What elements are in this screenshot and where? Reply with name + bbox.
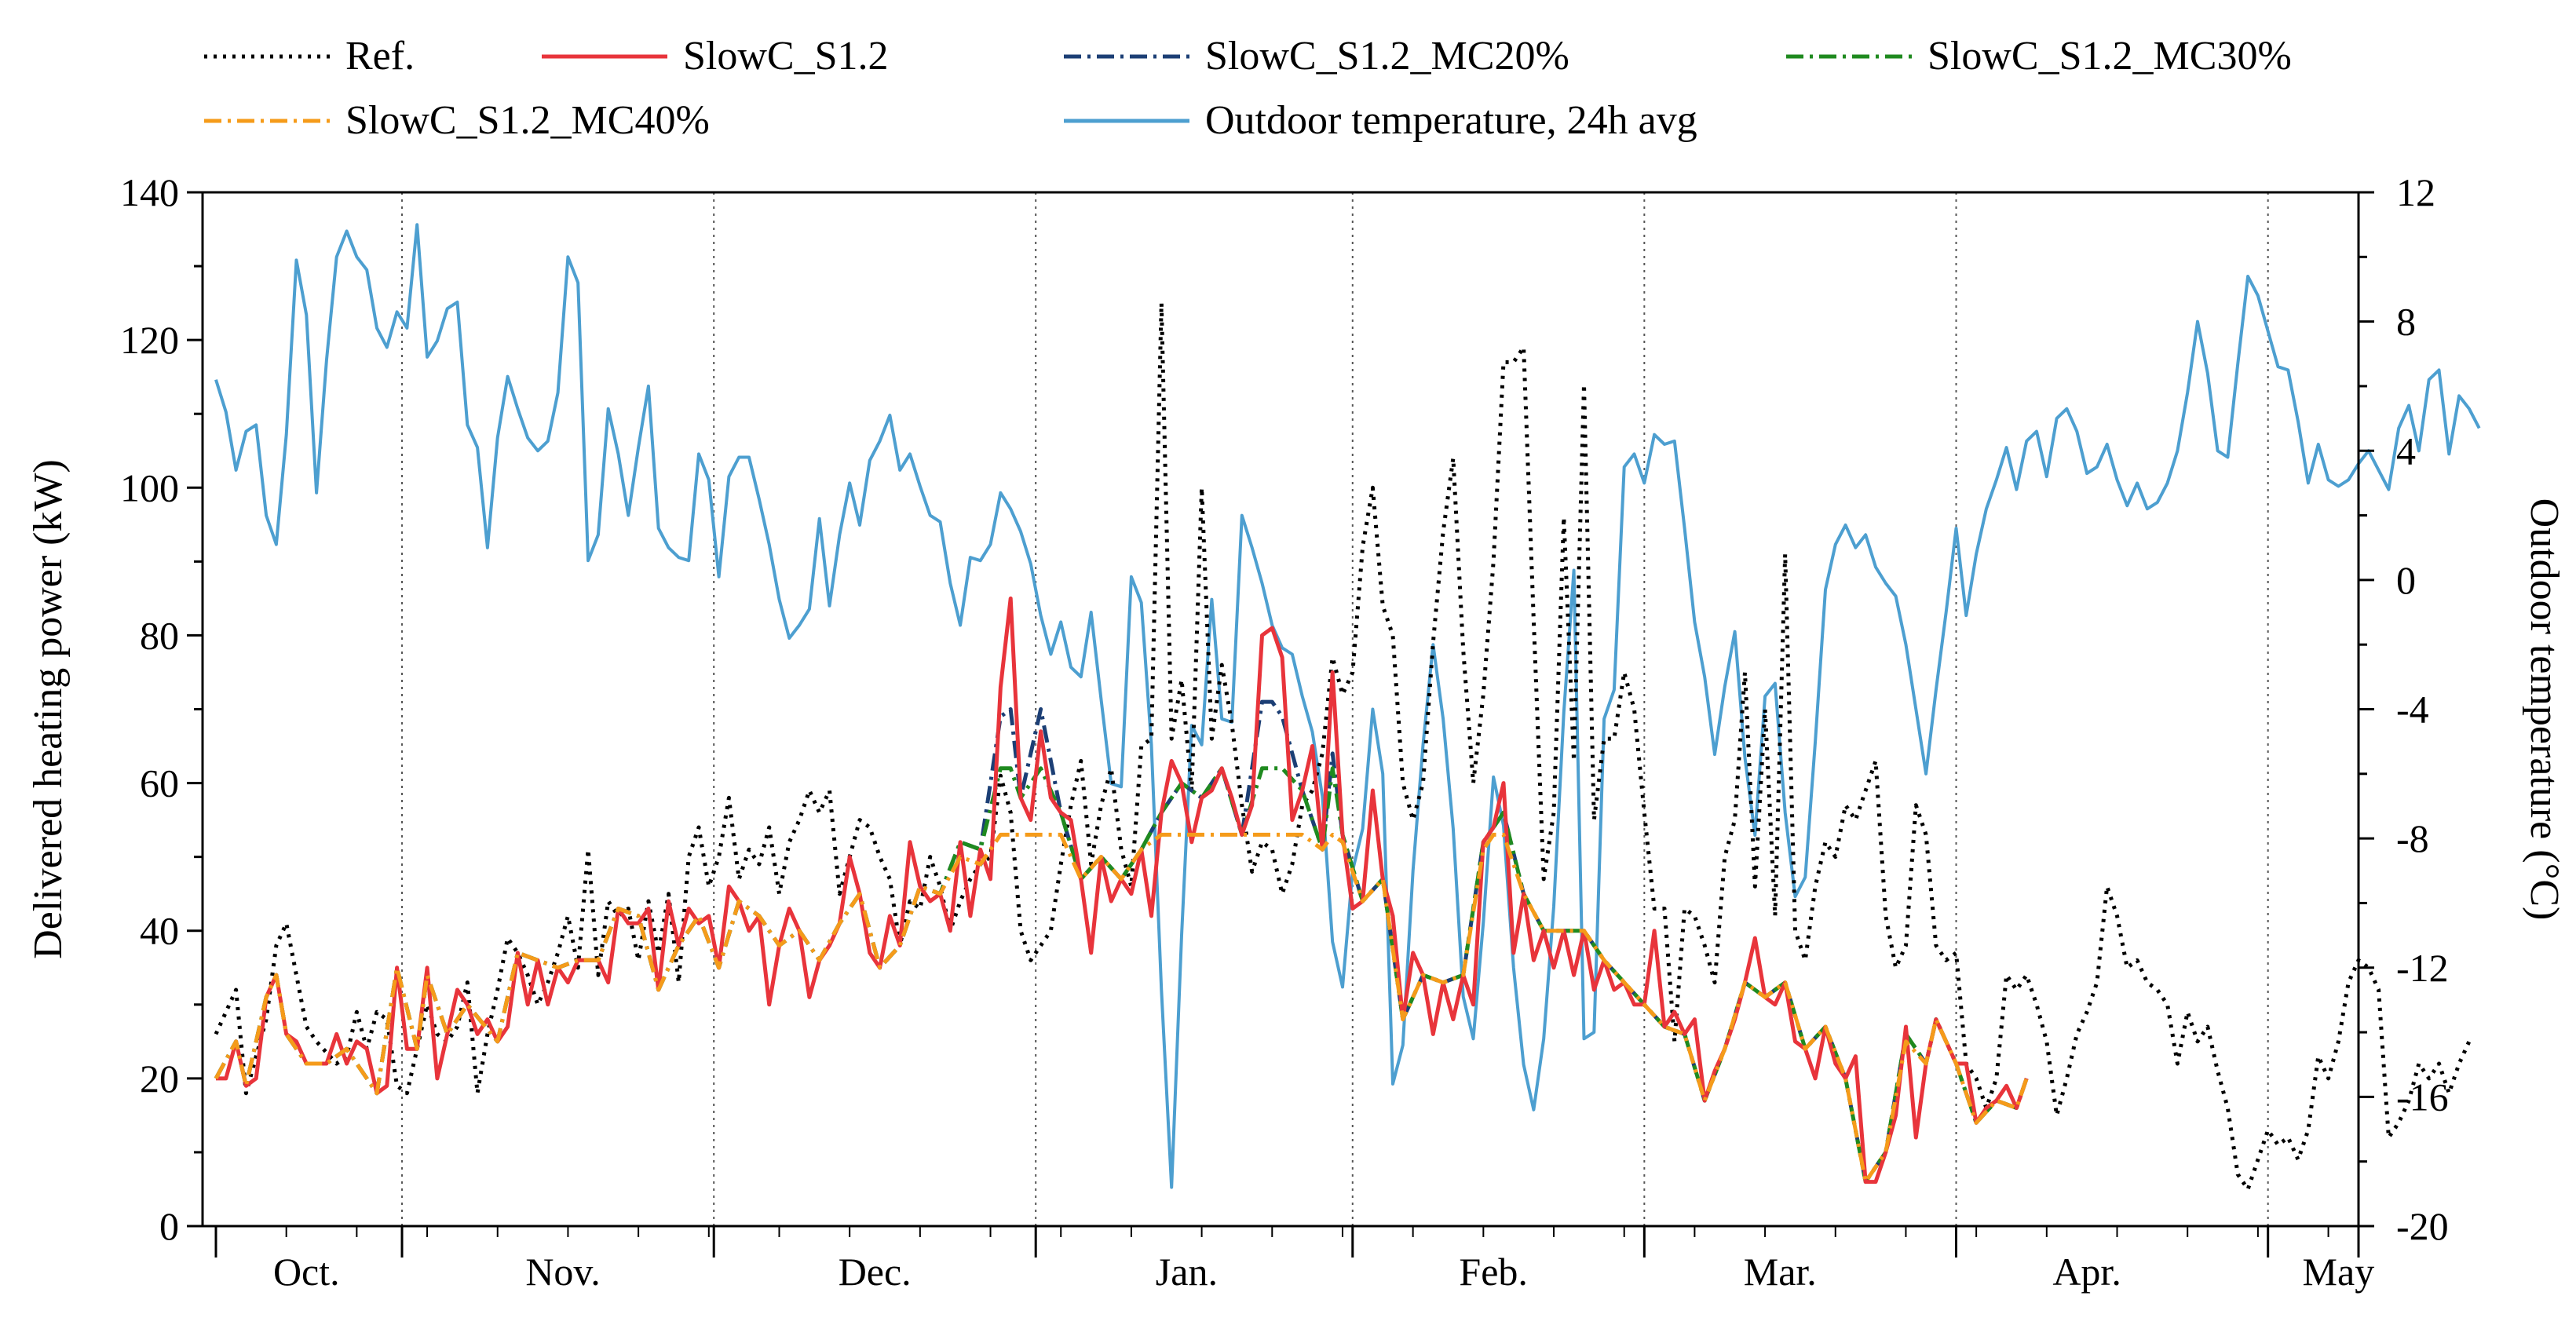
series-line [216, 596, 2029, 1185]
left-axis: 0 20 40 60 80 100 120 140 [120, 170, 203, 1248]
series-line [214, 223, 2481, 1189]
right-tick-label: -8 [2396, 816, 2429, 860]
month-label: Mar. [1744, 1250, 1817, 1294]
legend-label: SlowC_S1.2_MC30% [1927, 34, 2292, 78]
plot-frame [201, 191, 2360, 1228]
month-label: Feb. [1459, 1250, 1528, 1294]
legend-label: Outdoor temperature, 24h avg [1205, 98, 1697, 143]
month-boundary-lines [401, 192, 2269, 1226]
legend-label: SlowC_S1.2_MC40% [345, 98, 710, 143]
series-line [214, 832, 2029, 1185]
month-label: May [2303, 1250, 2375, 1294]
legend-label: SlowC_S1.2_MC20% [1205, 34, 1569, 78]
month-label: Oct. [273, 1250, 340, 1294]
right-tick-label: -4 [2396, 688, 2429, 732]
left-tick-label: 140 [120, 170, 179, 214]
right-tick-label: 8 [2396, 300, 2416, 344]
left-tick-label: 120 [120, 318, 179, 362]
left-tick-label: 20 [140, 1057, 179, 1101]
series-line [214, 301, 2472, 1192]
y-axis-title-right: Outdoor temperature (°C) [2522, 498, 2567, 921]
month-label: Apr. [2052, 1250, 2121, 1294]
month-label: Nov. [525, 1250, 600, 1294]
y-axis-title-left: Delivered heating power (kW) [26, 459, 71, 959]
left-tick-label: 40 [140, 909, 179, 953]
right-tick-label: 12 [2396, 170, 2435, 214]
x-axis: Oct. Nov. Dec. Jan. Feb. Mar. Apr. May [214, 1226, 2375, 1294]
month-label: Dec. [839, 1250, 912, 1294]
left-tick-label: 100 [120, 465, 179, 509]
left-tick-label: 0 [159, 1204, 179, 1248]
right-tick-label: -12 [2396, 946, 2449, 990]
legend: Ref. SlowC_S1.2 SlowC_S1.2_MC20% SlowC_S1.2… [204, 34, 2292, 143]
legend-label: SlowC_S1.2 [683, 34, 889, 78]
right-tick-label: -20 [2396, 1204, 2449, 1248]
right-tick-label: 0 [2396, 558, 2416, 602]
left-tick-label: 80 [140, 613, 179, 657]
right-tick-label: 4 [2396, 429, 2416, 473]
left-tick-label: 60 [140, 761, 179, 805]
right-axis: -20 -16 -12 -8 -4 0 4 8 12 [2359, 170, 2449, 1248]
month-label: Jan. [1156, 1250, 1218, 1294]
legend-label: Ref. [345, 34, 415, 78]
right-tick-label: -16 [2396, 1075, 2449, 1119]
plot-series [214, 223, 2481, 1192]
